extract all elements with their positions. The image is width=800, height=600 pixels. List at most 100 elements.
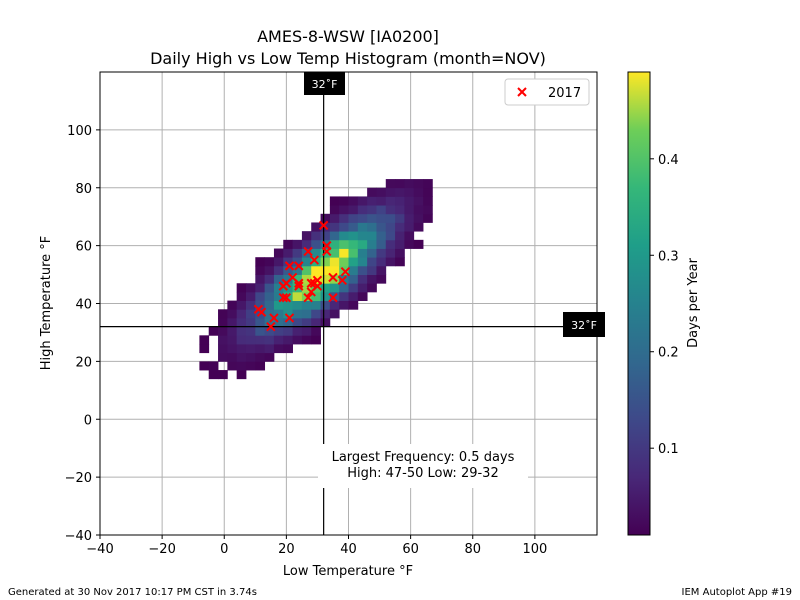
heatmap-cell	[245, 326, 256, 336]
heatmap-cell	[320, 213, 331, 223]
chart-title-line1: AMES-8-WSW [IA0200]	[257, 27, 439, 46]
heatmap-cell	[264, 335, 275, 345]
heatmap-cell	[283, 309, 293, 319]
heatmap-cell	[367, 196, 377, 206]
heatmap-cell	[208, 326, 219, 336]
heatmap-cell	[264, 300, 275, 310]
heatmap-cell	[339, 291, 349, 302]
heatmap-cell	[339, 300, 349, 310]
heatmap-cell	[367, 205, 377, 215]
heatmap-cell	[348, 196, 359, 206]
heatmap-cell	[329, 248, 340, 258]
heatmap-cell	[292, 265, 303, 275]
heatmap-cell	[329, 196, 340, 206]
heatmap-cell	[273, 248, 284, 258]
series-2017-point	[256, 307, 267, 317]
heatmap-cell	[255, 326, 266, 336]
heatmap-cell	[320, 274, 331, 284]
heatmap-cell	[301, 335, 312, 345]
heatmap-cell	[329, 222, 340, 232]
heatmap-cell	[218, 317, 228, 328]
colorbar-label: Days per Year	[686, 257, 701, 347]
heatmap-cell	[311, 300, 321, 310]
heatmap-cell	[301, 257, 312, 267]
heatmap-cell	[320, 291, 331, 302]
heatmap-cell	[376, 205, 387, 215]
heatmap-cell	[301, 231, 312, 241]
heatmap-cell	[236, 309, 247, 319]
heatmap-cell	[348, 274, 359, 284]
freeze-label-top-box	[304, 72, 345, 95]
heatmap-cell	[218, 309, 228, 319]
heatmap-cell	[283, 283, 293, 293]
heatmap-cell	[227, 335, 238, 345]
heatmap-cell	[273, 300, 284, 310]
heatmap-cell	[404, 205, 415, 215]
series-2017-point	[328, 293, 338, 303]
point-stroke	[337, 275, 347, 286]
legend-entry-2017: 2017	[548, 86, 581, 101]
heatmap-cell	[264, 326, 275, 336]
heatmap-cell	[245, 309, 256, 319]
heatmap-cell	[227, 352, 238, 362]
heatmap-cell	[255, 352, 266, 362]
annotation-box	[318, 444, 528, 488]
heatmap-cell	[395, 239, 405, 249]
heatmap-cell	[301, 300, 312, 310]
heatmap-cell	[292, 309, 303, 319]
heatmap-cell	[264, 317, 275, 328]
x-axis-ticks: −40 −20 0 20 40 60 80 100	[86, 535, 547, 557]
heatmap-cell	[236, 317, 247, 328]
heatmap-cell	[311, 265, 321, 275]
heatmap-cell	[273, 326, 284, 336]
heatmap-cell	[348, 283, 359, 293]
heatmap-cell	[273, 291, 284, 302]
heatmap-cell	[404, 187, 415, 197]
heatmap-cell	[236, 326, 247, 336]
heatmap-cell	[367, 257, 377, 267]
x-tick-label: 0	[220, 542, 228, 557]
heatmap-cell	[413, 196, 424, 206]
point-stroke	[256, 307, 267, 317]
heatmap-cell	[311, 239, 321, 249]
heatmap-cell	[320, 231, 331, 241]
heatmap-cell	[236, 283, 247, 293]
heatmap-cell	[376, 239, 387, 249]
heatmap-cell	[283, 265, 293, 275]
annotation-line2: High: 47-50 Low: 29-32	[347, 466, 498, 481]
heatmap-cell	[227, 300, 238, 310]
heatmap-cell	[376, 187, 387, 197]
y-tick-label: 60	[75, 240, 92, 255]
heatmap-cell	[329, 265, 340, 275]
footer-generated: Generated at 30 Nov 2017 10:17 PM CST in…	[8, 587, 257, 598]
heatmap-cell	[301, 283, 312, 293]
heatmap-cell	[329, 283, 340, 293]
heatmap-cell	[329, 213, 340, 223]
point-stroke	[269, 313, 279, 323]
heatmap-cell	[357, 213, 368, 223]
series-2017-point	[284, 261, 295, 271]
heatmap-cell	[395, 187, 405, 197]
heatmap-cell	[292, 248, 303, 258]
heatmap-cell	[413, 213, 424, 223]
colorbar-ticks: 0.1 0.2 0.3 0.4	[650, 153, 679, 457]
heatmap-cell	[245, 317, 256, 328]
freeze-label-right-box	[563, 312, 605, 337]
heatmap-cell	[395, 205, 405, 215]
heatmap-cell	[255, 361, 266, 371]
heatmap-cell	[385, 179, 396, 189]
heatmap-cell	[301, 239, 312, 249]
heatmap-cell	[292, 335, 303, 345]
heatmap-cell	[320, 309, 331, 319]
heatmap-cell	[292, 291, 303, 302]
point-stroke	[306, 278, 316, 288]
heatmap-cell	[395, 248, 405, 258]
heatmap-cell	[395, 231, 405, 241]
heatmap-cell	[301, 317, 312, 328]
heatmap-cell	[404, 179, 415, 189]
heatmap-cell	[292, 257, 303, 267]
heatmap-cell	[404, 231, 415, 241]
legend: 2017	[504, 78, 590, 106]
heatmap-cell	[385, 257, 396, 267]
heatmap-cell	[301, 326, 312, 336]
